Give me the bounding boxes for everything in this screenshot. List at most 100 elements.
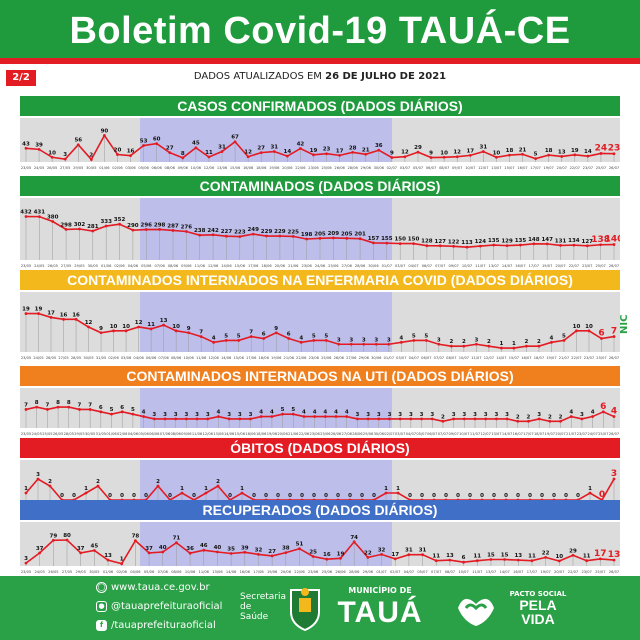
data-point — [442, 155, 446, 159]
data-point — [462, 560, 465, 564]
data-label: 148 — [528, 237, 540, 243]
data-label: 32 — [255, 547, 263, 553]
footer-instagram[interactable]: ● @tauaprefeituraoficial — [96, 601, 222, 612]
tick-label: 06/07 — [422, 264, 432, 268]
data-label: 2 — [525, 339, 529, 345]
tick-label: 26/05 — [48, 570, 58, 574]
data-label: 1 — [588, 486, 592, 492]
data-label: 198 — [301, 232, 313, 238]
data-point — [601, 410, 605, 414]
data-label: 14 — [284, 149, 292, 155]
data-point — [575, 329, 578, 333]
tick-label: 25/06 — [321, 166, 332, 170]
data-point — [37, 312, 40, 315]
tick-label: 27/05 — [58, 356, 68, 360]
data-point — [79, 551, 83, 555]
data-label: 42 — [297, 142, 305, 148]
tick-label: 26/07 — [609, 356, 619, 360]
tick-label: 26/06 — [331, 432, 342, 436]
data-point — [76, 143, 80, 147]
data-label: 0 — [312, 493, 316, 499]
tick-label: 05/06 — [144, 570, 155, 574]
tick-label: 31/05 — [96, 356, 106, 360]
data-label: 3 — [374, 337, 378, 343]
tick-label: 01/06 — [103, 570, 114, 574]
data-point — [216, 550, 219, 554]
tick-label: 30/05 — [89, 570, 99, 574]
tick-label: 16/07 — [517, 166, 527, 170]
data-point — [434, 559, 438, 563]
data-label: 7 — [199, 330, 203, 336]
data-point — [337, 342, 341, 346]
data-label: 45 — [192, 141, 200, 147]
data-point — [174, 417, 178, 421]
tick-label: 05/07 — [416, 432, 426, 436]
tick-label: 29/06 — [363, 432, 374, 436]
data-label: 60 — [153, 137, 161, 143]
tick-label: 08/07 — [446, 356, 456, 360]
data-point — [612, 335, 616, 338]
data-label: 135 — [488, 238, 500, 244]
tick-label: 24/05 — [32, 432, 42, 436]
tick-label: 25/06 — [322, 570, 333, 574]
tick-label: 03/07 — [400, 166, 410, 170]
tick-label: 09/07 — [452, 166, 462, 170]
data-point — [481, 150, 485, 153]
footer-site[interactable]: ◯ www.taua.ce.gov.br — [96, 582, 210, 593]
data-label: 5 — [424, 333, 428, 339]
data-point — [338, 153, 341, 157]
data-point — [318, 236, 322, 240]
tick-label: 20/06 — [282, 166, 293, 170]
tick-label: 19/07 — [543, 166, 553, 170]
data-label: 3 — [184, 412, 188, 418]
tick-label: 15/06 — [235, 264, 246, 268]
data-label: 10 — [440, 150, 448, 156]
data-label: 4 — [259, 410, 263, 416]
tick-label: 26/06 — [334, 166, 345, 170]
data-point — [225, 234, 228, 238]
data-point — [530, 559, 534, 563]
data-point — [599, 243, 603, 247]
data-label: 46 — [200, 543, 208, 549]
tick-label: 08/06 — [170, 432, 181, 436]
tick-label: 19/07 — [540, 570, 550, 574]
tick-label: 17/06 — [253, 570, 264, 574]
data-label: 40 — [214, 545, 222, 551]
data-point — [243, 550, 247, 554]
data-label: 16 — [72, 312, 80, 318]
data-label: 0 — [480, 493, 484, 499]
data-label: 4 — [299, 335, 303, 341]
tick-label: 24/05 — [34, 166, 44, 170]
data-label: 4 — [142, 410, 146, 416]
data-label: 3 — [362, 337, 366, 343]
tick-label: 02/06 — [117, 570, 128, 574]
data-point — [37, 147, 41, 151]
data-label: 4 — [270, 410, 274, 416]
tick-label: 18/06 — [256, 166, 267, 170]
data-point — [88, 408, 92, 411]
data-label: 4 — [569, 410, 573, 416]
tick-label: 22/07 — [569, 264, 579, 268]
data-label: 298 — [60, 222, 72, 228]
data-label: 31 — [218, 145, 226, 151]
data-label: 8 — [56, 400, 60, 406]
data-label: 0 — [72, 493, 76, 499]
series-line — [25, 406, 615, 423]
data-point — [96, 484, 100, 488]
tick-label: 04/06 — [130, 570, 141, 574]
data-label: 113 — [461, 240, 473, 246]
data-label: 0 — [540, 493, 544, 499]
data-label: 3 — [409, 412, 413, 418]
nic-label: NIC — [620, 315, 630, 334]
data-label: 3 — [366, 412, 370, 418]
tick-label: 30/06 — [374, 432, 385, 436]
tick-label: 14/06 — [226, 570, 237, 574]
data-label: 56 — [74, 138, 82, 144]
tick-label: 29/06 — [359, 356, 370, 360]
data-point — [430, 417, 434, 421]
footer-facebook[interactable]: f /tauaprefeituraoficial — [96, 620, 216, 631]
data-label: 40 — [159, 545, 167, 551]
series-line — [26, 312, 615, 349]
data-point — [195, 417, 199, 421]
